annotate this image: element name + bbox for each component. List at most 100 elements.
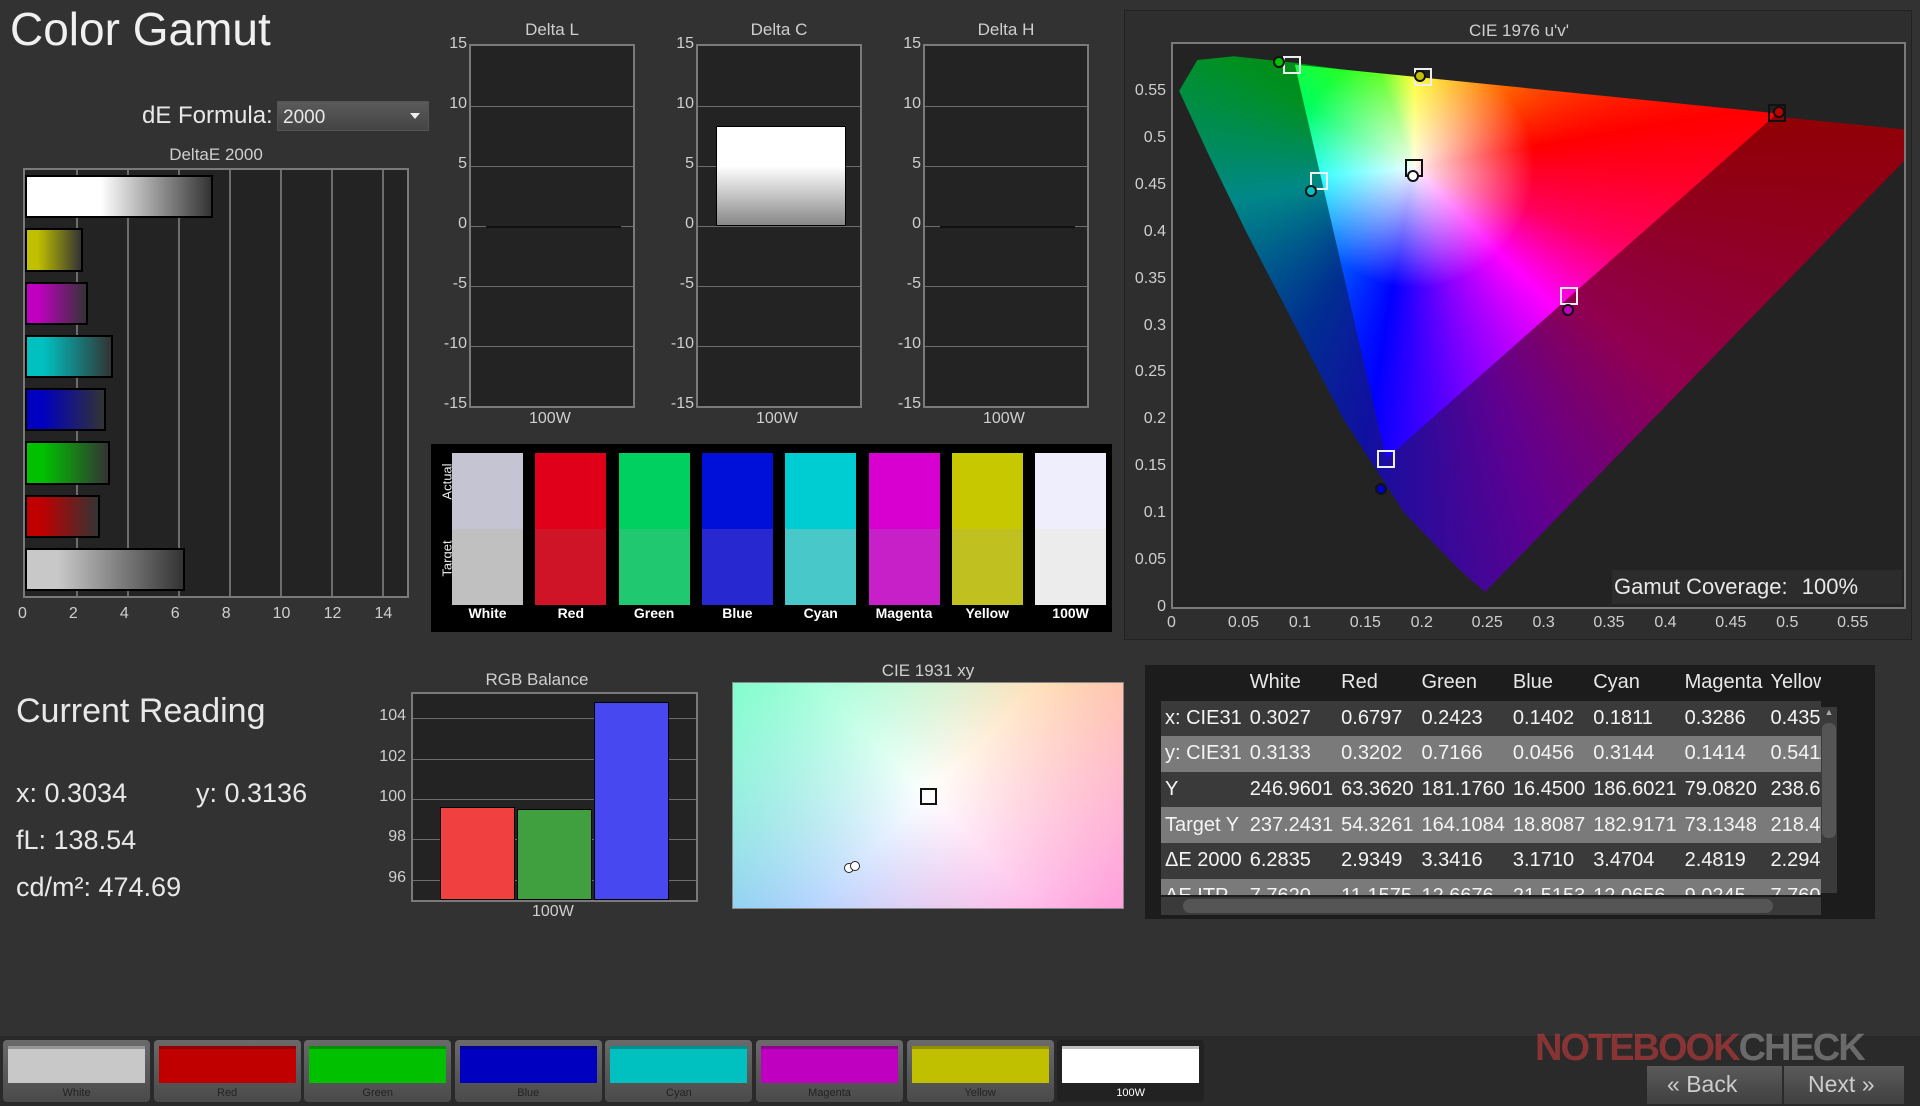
swatch-button-label: White bbox=[62, 1087, 91, 1099]
table-cell: 0.6797 bbox=[1341, 706, 1403, 729]
cie1976-title: CIE 1976 u'v' bbox=[1468, 21, 1570, 40]
color-swatch bbox=[618, 453, 690, 605]
scroll-thumb[interactable] bbox=[1822, 723, 1836, 838]
table-cell: 3.4704 bbox=[1593, 849, 1655, 872]
table-cell: 181.1760 bbox=[1421, 778, 1505, 801]
y-tick-label: 104 bbox=[379, 707, 406, 725]
column-header: Yellow bbox=[1770, 671, 1821, 694]
swatch-button-red[interactable]: Red bbox=[153, 1040, 301, 1102]
x-tick-label: 0.25 bbox=[1471, 614, 1503, 631]
y-tick-label: 15 bbox=[676, 35, 694, 52]
current-reading-title: Current Reading bbox=[16, 692, 266, 730]
color-swatch bbox=[868, 453, 940, 605]
table-cell: 54.3261 bbox=[1341, 813, 1414, 836]
column-header: Magenta bbox=[1684, 671, 1763, 694]
horizontal-scrollbar[interactable] bbox=[1161, 897, 1821, 915]
table-cell: 2.4819 bbox=[1684, 849, 1746, 872]
measured-marker-cyan bbox=[1304, 185, 1317, 198]
deltae-bar bbox=[25, 388, 106, 432]
table-cell: 18.8087 bbox=[1512, 813, 1586, 836]
swatch-button-magenta[interactable]: Magenta bbox=[756, 1040, 903, 1102]
delta-zero-line bbox=[940, 226, 1075, 228]
table-cell: 2.2946 bbox=[1770, 849, 1821, 872]
x-tick-label: 14 bbox=[374, 605, 393, 622]
y-tick-label: 10 bbox=[449, 95, 467, 112]
x-tick-label: 0.3 bbox=[1532, 614, 1555, 631]
next-button[interactable]: Next » bbox=[1784, 1066, 1904, 1104]
rgb-bar bbox=[517, 809, 592, 900]
x-tick-label: 2 bbox=[68, 605, 78, 622]
table-cell: 0.1811 bbox=[1593, 706, 1653, 729]
swatch-button-blue[interactable]: Blue bbox=[454, 1040, 602, 1102]
x-tick-label: 0.1 bbox=[1288, 614, 1312, 631]
rgb-balance-category: 100W bbox=[532, 903, 574, 920]
cie1976-plot bbox=[1171, 42, 1906, 609]
delta-chart-category: 100W bbox=[756, 410, 798, 427]
y-tick-label: 0 bbox=[685, 215, 694, 232]
de-formula-dropdown[interactable]: 2000 bbox=[277, 101, 429, 131]
y-tick-label: -15 bbox=[443, 395, 467, 412]
swatch-color bbox=[309, 1046, 447, 1083]
swatch-label: Red bbox=[557, 605, 585, 621]
grid-line bbox=[925, 166, 1087, 167]
y-tick-label: 0.05 bbox=[1134, 551, 1166, 569]
target-white-marker bbox=[920, 788, 937, 805]
swatch-panel: Actual Target White Red Green Blue Cyan Magen… bbox=[431, 444, 1112, 632]
y-tick-label: 0.5 bbox=[1143, 128, 1166, 146]
x-tick-label: 0.55 bbox=[1837, 614, 1869, 631]
delta-chart bbox=[696, 44, 862, 408]
measured-marker-yellow bbox=[1414, 69, 1427, 82]
vertical-scrollbar[interactable]: ▲ bbox=[1821, 707, 1837, 893]
gamut-coverage: Gamut Coverage: 100% bbox=[1612, 570, 1902, 604]
y-tick-label: 5 bbox=[912, 155, 921, 172]
column-header: White bbox=[1249, 671, 1301, 694]
swatch-button-white[interactable]: White bbox=[3, 1040, 150, 1102]
swatch-button-cyan[interactable]: Cyan bbox=[605, 1040, 753, 1102]
scroll-up-icon[interactable]: ▲ bbox=[1824, 707, 1834, 717]
cie1931-title: CIE 1931 xy bbox=[881, 661, 975, 680]
row-label: y: CIE31 bbox=[1165, 742, 1242, 765]
x-tick-label: 10 bbox=[272, 605, 291, 622]
grid-line bbox=[925, 286, 1087, 287]
x-tick-label: 6 bbox=[170, 605, 180, 622]
watermark-logo: NOTEBOOKCHECK bbox=[1535, 1027, 1866, 1069]
table-cell: 0.3133 bbox=[1249, 742, 1311, 765]
deltae-bar bbox=[25, 334, 114, 378]
back-button[interactable]: « Back bbox=[1647, 1066, 1782, 1104]
row-label: Y bbox=[1165, 778, 1179, 801]
y-tick-label: 0.2 bbox=[1143, 410, 1166, 428]
table-cell: 182.9171 bbox=[1593, 813, 1677, 836]
measured-marker-white bbox=[1407, 170, 1419, 183]
delta-chart-category: 100W bbox=[983, 410, 1025, 427]
table-cell: 6.2835 bbox=[1249, 849, 1311, 872]
table-cell: 0.3027 bbox=[1249, 706, 1311, 729]
table-cell: 11.1575 bbox=[1337, 879, 1417, 895]
delta-chart bbox=[923, 44, 1089, 408]
table-cell: 9.0245 bbox=[1681, 879, 1767, 895]
swatch-button-100w[interactable]: 100W bbox=[1057, 1040, 1205, 1102]
gamut-coverage-label: Gamut Coverage: bbox=[1614, 574, 1788, 599]
measured-marker bbox=[850, 861, 860, 871]
table-cell: 3.3416 bbox=[1421, 849, 1483, 872]
scroll-thumb[interactable] bbox=[1183, 899, 1773, 913]
delta-bar bbox=[716, 126, 846, 226]
target-marker-green bbox=[1283, 55, 1302, 74]
swatch-color bbox=[1062, 1046, 1200, 1083]
swatch-button-yellow[interactable]: Yellow bbox=[906, 1040, 1054, 1102]
grid-line bbox=[471, 106, 633, 107]
table-row: x: CIE31 0.3027 0.6797 0.2423 0.1402 0.1811 0.… bbox=[1161, 700, 1821, 737]
grid-line bbox=[126, 170, 129, 596]
swatch-button-green[interactable]: Green bbox=[304, 1040, 452, 1102]
x-tick-label: 12 bbox=[323, 605, 342, 622]
table-cell: 7.7620 bbox=[1246, 879, 1337, 895]
column-header: Blue bbox=[1512, 671, 1553, 694]
measured-marker-magenta bbox=[1561, 303, 1574, 316]
y-tick-label: 0 bbox=[458, 215, 467, 232]
table-cell: 0.1414 bbox=[1684, 742, 1746, 765]
delta-chart bbox=[469, 44, 635, 408]
next-label: Next bbox=[1808, 1071, 1856, 1097]
grid-line bbox=[698, 286, 860, 287]
swatch-color bbox=[459, 1046, 597, 1083]
page-title: Color Gamut bbox=[10, 3, 271, 55]
